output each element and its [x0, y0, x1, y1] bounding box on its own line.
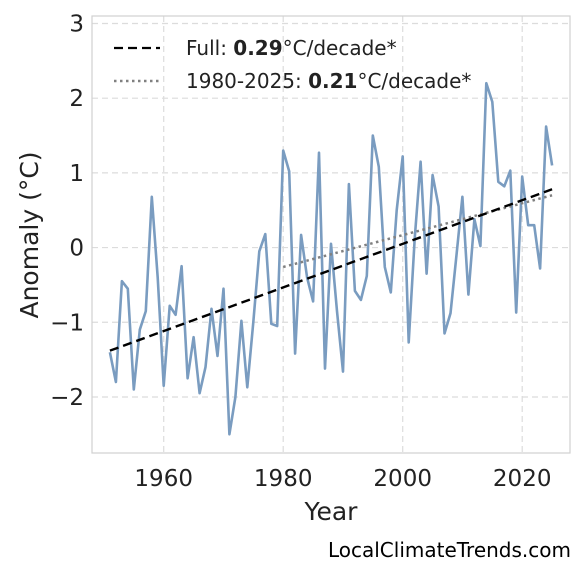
y-tick-label: 1	[69, 161, 84, 187]
y-tick-label: −1	[50, 310, 84, 336]
series-layer	[108, 81, 554, 436]
legend-label-full: Full: 0.29°C/decade*	[186, 36, 397, 60]
y-axis-label: Anomaly (°C)	[15, 151, 44, 318]
x-tick-label: 2000	[373, 466, 432, 492]
source-credit: LocalClimateTrends.com	[327, 538, 571, 562]
y-tick-label: −2	[50, 385, 84, 411]
x-tick-label: 1960	[134, 466, 193, 492]
trend-line-recent	[282, 194, 553, 269]
x-tick-label: 2020	[493, 466, 552, 492]
y-tick-label: 3	[69, 11, 84, 37]
x-axis-label: Year	[304, 497, 359, 526]
x-tick-labels: 1960 1980 2000 2020	[134, 466, 551, 492]
y-tick-label: 0	[69, 236, 84, 262]
plot-frame	[91, 15, 571, 454]
y-tick-label: 2	[69, 86, 84, 112]
legend: Full: 0.29°C/decade* 1980-2025: 0.21°C/d…	[114, 36, 471, 93]
trend-layer	[109, 188, 553, 352]
anomaly-series-line	[108, 81, 554, 436]
x-tick-label: 1980	[254, 466, 313, 492]
y-tick-labels: −2 −1 0 1 2 3	[50, 11, 84, 411]
trend-line-full	[109, 188, 553, 352]
legend-label-recent: 1980-2025: 0.21°C/decade*	[186, 69, 471, 93]
